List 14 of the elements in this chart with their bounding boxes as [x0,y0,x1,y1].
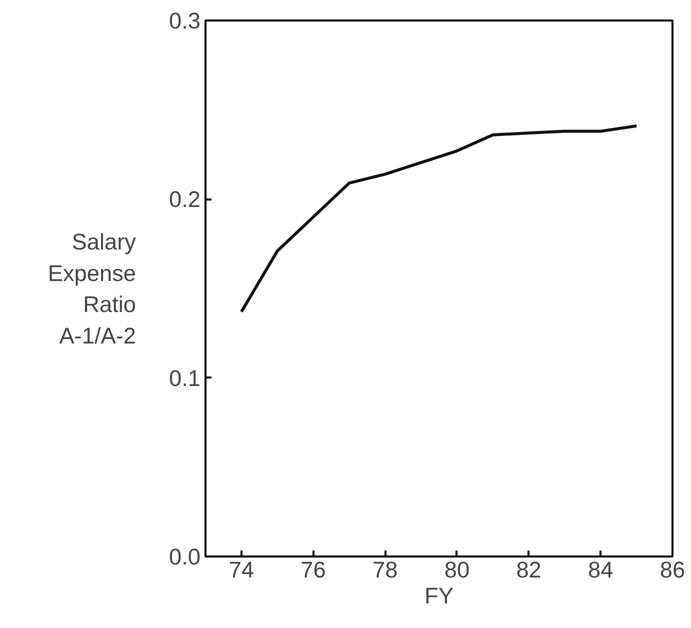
x-tick-label: 76 [300,556,326,582]
line-series [240,124,638,314]
x-axis-title: FY [424,582,454,608]
x-tick-label: 86 [660,556,686,582]
x-tick-label: 80 [444,556,470,582]
x-tick-label: 84 [588,556,614,582]
x-tick-label: 74 [228,556,254,582]
x-tick-label: 78 [372,556,398,582]
y-tick-label: 0.1 [169,364,201,391]
y-axis-title: Salary Expense Ratio A-1/A-2 [48,228,137,348]
y-tick-label: 0.3 [169,8,201,34]
y-tick-label: 0.0 [169,544,201,570]
y-tick-label: 0.2 [169,186,201,212]
x-tick-label: 82 [516,556,542,582]
